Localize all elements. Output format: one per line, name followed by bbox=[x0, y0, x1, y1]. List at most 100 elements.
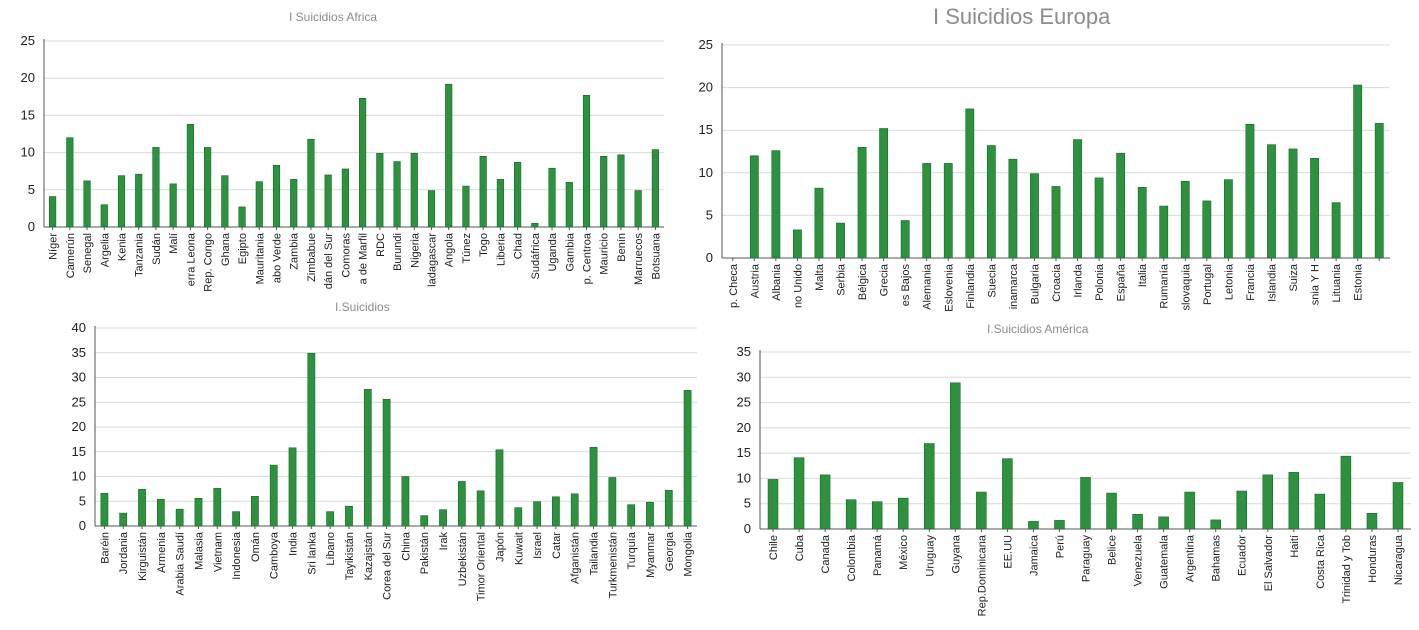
chart-title-america: I.Suicidios América bbox=[987, 322, 1089, 336]
x-tick-label: p. Checa bbox=[728, 263, 740, 308]
bar-america bbox=[1366, 513, 1378, 530]
y-tick-label: 10 bbox=[21, 145, 35, 160]
bar-africa bbox=[445, 83, 453, 228]
bar-asia bbox=[608, 477, 617, 527]
bar-europa bbox=[879, 128, 889, 259]
x-tick-label: Togo bbox=[478, 233, 490, 257]
chart-europa: I Suicidios Europa 0 5 10 15 20 25 p. Checa Aus… bbox=[699, 0, 1419, 315]
x-tick-label: Sudán bbox=[151, 233, 163, 265]
x-tick-label: Canada bbox=[820, 534, 832, 573]
x-tick-label: no Unido bbox=[792, 264, 804, 308]
x-tick-label: Níger bbox=[48, 233, 60, 260]
bar-africa bbox=[66, 137, 74, 228]
x-tick-label: Rumanía bbox=[1159, 263, 1171, 309]
x-tick-label: Benín bbox=[616, 233, 628, 262]
bar-africa bbox=[49, 196, 57, 228]
x-tick-label: Camerún bbox=[65, 233, 77, 278]
x-tick-label: Mongolia bbox=[683, 531, 695, 577]
x-tick-label: Serbia bbox=[836, 263, 848, 296]
x-tick-label: RDC bbox=[375, 233, 387, 257]
x-tick-label: Kazajstán bbox=[363, 532, 375, 580]
bar-asia bbox=[363, 389, 372, 527]
x-tick-label: Ecuador bbox=[1237, 535, 1249, 576]
y-tick-label: 25 bbox=[699, 37, 713, 52]
bar-africa bbox=[462, 185, 470, 228]
y-tick-label: 5 bbox=[706, 207, 713, 222]
x-tick-label: dán del Sur bbox=[323, 233, 335, 290]
bar-europa bbox=[922, 163, 932, 259]
bar-america bbox=[1262, 474, 1274, 530]
x-tick-label: snia Y H bbox=[1310, 264, 1322, 305]
x-tick-label: Polonia bbox=[1094, 263, 1106, 301]
bar-asia bbox=[156, 498, 165, 527]
bar-africa bbox=[359, 97, 367, 228]
x-tick-label: Malasia bbox=[193, 531, 205, 570]
x-tick-label: Zambia bbox=[289, 232, 301, 270]
bar-asia bbox=[683, 390, 692, 527]
x-tick-label: Myanmar bbox=[645, 532, 657, 578]
bar-asia bbox=[326, 511, 335, 527]
x-tick-label: Timor Oriental bbox=[476, 532, 488, 601]
chart-title-europa: I Suicidios Europa bbox=[933, 4, 1111, 29]
bar-asia bbox=[552, 496, 560, 527]
x-tick-label: a de Marfil bbox=[358, 233, 370, 284]
x-tick-label: Japón bbox=[494, 532, 506, 562]
bar-africa bbox=[565, 182, 573, 228]
x-tick-label: Chile bbox=[768, 535, 780, 560]
bar-europa bbox=[1331, 202, 1341, 259]
bar-europa bbox=[1288, 148, 1298, 259]
y-tick-label: 20 bbox=[21, 70, 35, 85]
bar-europa bbox=[1159, 205, 1169, 259]
x-tick-label: Arabia Saudí bbox=[175, 532, 187, 596]
x-tick-label: Vietnam bbox=[212, 532, 224, 572]
bar-europa bbox=[749, 155, 759, 259]
bar-europa bbox=[1310, 158, 1319, 259]
x-tick-label: Turkmenistán bbox=[607, 532, 619, 598]
bar-europa bbox=[1137, 186, 1147, 259]
x-tick-label: Albania bbox=[771, 263, 783, 301]
bar-america bbox=[793, 457, 805, 530]
bar-asia bbox=[232, 511, 240, 527]
x-tick-label: p. Centroa bbox=[582, 232, 594, 284]
x-tick-label: Austria bbox=[749, 263, 761, 298]
x-tick-label: Senegal bbox=[82, 233, 94, 273]
y-tick-label: 35 bbox=[737, 344, 751, 359]
y-tick-label: 30 bbox=[737, 369, 751, 384]
x-tick-label: Jamaica bbox=[1028, 534, 1040, 576]
chart-svg-europa: 0 5 10 15 20 25 p. Checa Austria Albania no Unido… bbox=[699, 37, 1390, 312]
x-tick-label: Trinidad y Tob bbox=[1341, 535, 1353, 603]
bar-asia bbox=[119, 512, 128, 527]
bar-america bbox=[819, 474, 831, 530]
chart-title-africa: I Suicidios Africa bbox=[289, 10, 378, 24]
x-tick-label: Alemania bbox=[922, 263, 934, 310]
bar-africa bbox=[152, 147, 160, 228]
bar-africa bbox=[531, 222, 539, 228]
x-tick-label: Paraguay bbox=[1081, 535, 1093, 583]
x-tick-label: Bahamas bbox=[1211, 535, 1223, 582]
x-tick-label: slovaquia bbox=[1180, 263, 1192, 310]
x-tick-label: Botsuana bbox=[650, 232, 662, 279]
bar-asia bbox=[175, 508, 184, 527]
bar-europa bbox=[1353, 84, 1363, 259]
x-tick-label: Angola bbox=[444, 232, 456, 267]
bar-africa bbox=[324, 174, 332, 228]
bar-asia bbox=[251, 496, 259, 527]
x-tick-label: China bbox=[400, 531, 412, 561]
bar-america bbox=[1314, 493, 1326, 530]
x-tick-label: España bbox=[1116, 263, 1128, 301]
bar-europa bbox=[900, 220, 910, 259]
bar-africa bbox=[617, 154, 625, 228]
y-tick-label: 0 bbox=[28, 219, 35, 234]
x-tick-label: Israel bbox=[532, 532, 544, 559]
bar-africa bbox=[651, 149, 659, 228]
bar-asia bbox=[476, 490, 485, 527]
bar-america bbox=[767, 479, 779, 530]
y-tick-label: 15 bbox=[21, 107, 35, 122]
bar-africa bbox=[600, 156, 608, 228]
x-tick-label: Egipto bbox=[237, 233, 249, 264]
bar-america bbox=[1132, 514, 1143, 530]
x-tick-label: Sri lanka bbox=[306, 531, 318, 575]
x-tick-label: Nigeria bbox=[409, 232, 421, 268]
chart-america: I.Suicidios América 0 5 10 15 20 25 30 35 Chile C… bbox=[700, 315, 1419, 630]
bar-europa bbox=[1116, 152, 1126, 259]
